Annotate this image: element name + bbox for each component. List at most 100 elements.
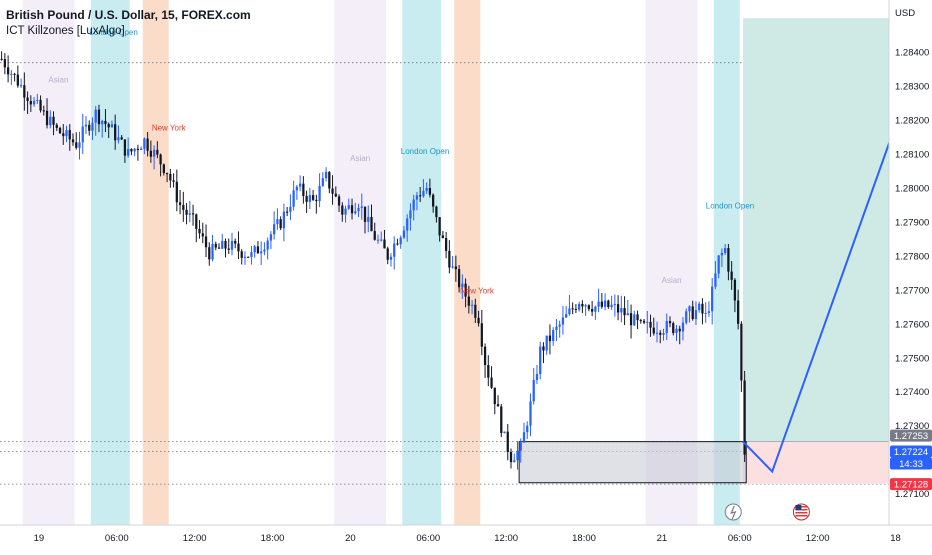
candle-body-29 — [117, 137, 120, 141]
killzone-label-3: Asian — [350, 154, 370, 163]
candle-body-13 — [65, 130, 68, 137]
candle-body-63 — [227, 248, 230, 250]
candle-body-18 — [81, 126, 84, 143]
candle-body-197 — [662, 333, 665, 335]
order-block-box[interactable] — [518, 441, 747, 484]
candle-body-15 — [71, 139, 75, 143]
candle-body-19 — [84, 124, 88, 127]
candle-body-196 — [659, 332, 662, 335]
candle-body-169 — [571, 308, 574, 310]
candle-body-162 — [548, 335, 552, 342]
candle-body-135 — [461, 283, 464, 288]
candle-body-204 — [685, 311, 688, 323]
candle-body-20 — [88, 124, 91, 131]
candle-body-111 — [383, 239, 386, 249]
stop-zone[interactable] — [743, 441, 906, 485]
candle-body-2 — [29, 100, 32, 105]
candle-body-67 — [240, 251, 243, 258]
candle-body-170 — [574, 309, 578, 311]
candle-body-30 — [120, 137, 123, 140]
candle-body-84 — [295, 186, 299, 191]
flag-stripe-2 — [795, 512, 808, 514]
order-block-layer[interactable] — [518, 441, 747, 484]
candle-body-7 — [45, 110, 49, 126]
candle-body-80 — [282, 211, 286, 229]
candle-body-78 — [276, 219, 279, 225]
candle-body-39 — [149, 150, 153, 157]
candle-body-108 — [373, 231, 376, 240]
candle-body-129 — [441, 235, 445, 239]
candle-body-216 — [724, 248, 727, 253]
candle-body-148 — [503, 431, 506, 434]
time-tick-4: 20 — [345, 533, 356, 544]
time-tick-8: 21 — [657, 533, 668, 544]
candle-body-10 — [55, 124, 58, 128]
symbol-title[interactable]: British Pound / U.S. Dollar, 15, FOREX.c… — [6, 8, 251, 22]
killzone-label-7: London Open — [706, 201, 755, 210]
candle-body-212 — [711, 286, 714, 312]
time-tick-9: 06:00 — [728, 533, 752, 544]
candle-body--5 — [6, 67, 10, 75]
candle-body-207 — [694, 310, 698, 320]
candle-body-210 — [704, 312, 707, 314]
candle-body-65 — [234, 240, 237, 244]
candle-body-178 — [600, 301, 603, 307]
candle-body-208 — [698, 303, 701, 311]
us-flag-event-icon[interactable] — [792, 503, 810, 521]
projection-path[interactable] — [742, 24, 932, 474]
candle-body-219 — [733, 279, 737, 301]
candle-body-203 — [681, 322, 685, 332]
currency-label: USD — [895, 8, 915, 19]
candle-body-114 — [393, 243, 396, 257]
candle-body-134 — [457, 269, 461, 288]
candle-body-75 — [266, 240, 269, 250]
candle-body-161 — [545, 335, 548, 351]
candle-body-106 — [367, 216, 370, 222]
time-tick-0: 19 — [34, 533, 45, 544]
candle-body-132 — [451, 266, 454, 268]
candle-body-206 — [691, 306, 694, 320]
candle-body-9 — [52, 116, 55, 125]
time-tick-10: 12:00 — [806, 533, 830, 544]
candle-body-58 — [211, 243, 214, 260]
candle-body-42 — [159, 154, 162, 165]
candle-body-218 — [730, 271, 733, 280]
candle-body-167 — [565, 314, 568, 318]
killzone-label-2: New York — [152, 123, 187, 132]
candle-body-102 — [354, 211, 357, 214]
lightning-event-icon[interactable] — [724, 503, 742, 521]
candle-body-185 — [623, 308, 626, 316]
candle-body-5 — [39, 99, 42, 111]
long-position-tool[interactable] — [743, 18, 906, 485]
candle-body-173 — [584, 305, 587, 307]
candle-body-96 — [334, 193, 337, 197]
candle-body-60 — [217, 247, 221, 249]
candle-body-43 — [162, 164, 165, 174]
candle-body-139 — [474, 304, 477, 318]
candle-body-79 — [279, 219, 282, 229]
candles-layer — [0, 51, 746, 470]
candle-body-72 — [256, 246, 260, 254]
indicator-title[interactable]: ICT Killzones [LuxAlgo] — [6, 25, 125, 37]
price-tick-7: 1.27700 — [895, 285, 929, 296]
time-tick-5: 06:00 — [416, 533, 440, 544]
killzone-asian-3 — [334, 0, 387, 525]
candle-body-151 — [513, 460, 516, 463]
candle-body-92 — [321, 178, 324, 186]
candle-body-205 — [688, 306, 691, 312]
candle-body-126 — [432, 194, 435, 207]
candle-body-76 — [269, 234, 273, 241]
time-tick-6: 12:00 — [494, 533, 518, 544]
time-tick-3: 18:00 — [261, 533, 285, 544]
candle-body-156 — [529, 401, 532, 426]
candle-body-171 — [578, 303, 581, 310]
candle-body-14 — [68, 130, 71, 140]
candle-body-222 — [743, 380, 746, 455]
target-zone[interactable] — [743, 18, 906, 442]
time-tick-2: 12:00 — [183, 533, 207, 544]
candle-body-140 — [477, 317, 480, 324]
candle-body-21 — [91, 122, 94, 131]
price-tick-5: 1.27900 — [895, 217, 929, 228]
